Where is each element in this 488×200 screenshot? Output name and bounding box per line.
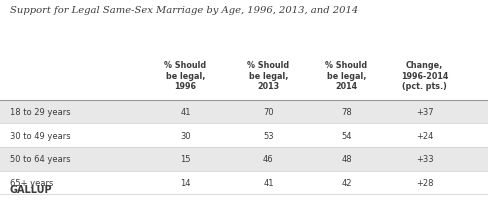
Text: 15: 15 (180, 155, 191, 163)
Text: +28: +28 (416, 178, 433, 187)
Text: 53: 53 (263, 131, 274, 140)
Text: 48: 48 (341, 155, 352, 163)
Text: 65+ years: 65+ years (10, 178, 53, 187)
Text: 18 to 29 years: 18 to 29 years (10, 107, 70, 116)
Text: % Should
be legal,
2014: % Should be legal, 2014 (325, 61, 367, 91)
Text: 42: 42 (341, 178, 352, 187)
Text: % Should
be legal,
1996: % Should be legal, 1996 (164, 61, 206, 91)
Text: +24: +24 (416, 131, 433, 140)
Text: 70: 70 (263, 107, 274, 116)
Text: 30 to 49 years: 30 to 49 years (10, 131, 70, 140)
Text: 78: 78 (341, 107, 352, 116)
Text: 41: 41 (180, 107, 191, 116)
Text: +37: +37 (416, 107, 433, 116)
Bar (0, 147, 488, 171)
Text: 50 to 64 years: 50 to 64 years (10, 155, 70, 163)
Text: 30: 30 (180, 131, 191, 140)
Text: 41: 41 (263, 178, 274, 187)
Text: % Should
be legal,
2013: % Should be legal, 2013 (247, 61, 289, 91)
Text: 46: 46 (263, 155, 274, 163)
Text: 54: 54 (341, 131, 352, 140)
Bar (0, 171, 488, 194)
Text: 14: 14 (180, 178, 191, 187)
Text: +33: +33 (416, 155, 433, 163)
Text: Support for Legal Same-Sex Marriage by Age, 1996, 2013, and 2014: Support for Legal Same-Sex Marriage by A… (10, 6, 358, 15)
Bar (0, 100, 488, 124)
Text: Change,
1996-2014
(pct. pts.): Change, 1996-2014 (pct. pts.) (401, 61, 448, 91)
Text: GALLUP: GALLUP (10, 184, 52, 194)
Bar (0, 124, 488, 147)
